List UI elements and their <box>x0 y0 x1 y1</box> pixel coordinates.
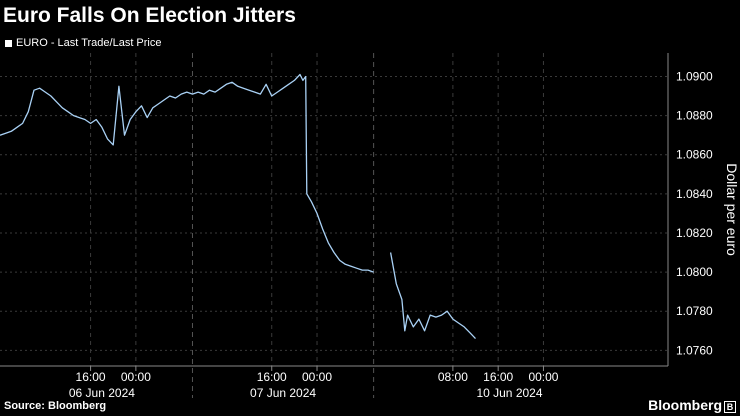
x-tick-label: 08:00 <box>438 370 468 384</box>
y-tick-label: 1.0860 <box>676 148 713 162</box>
series-line <box>389 252 476 340</box>
x-tick-label: 00:00 <box>121 370 151 384</box>
y-tick-label: 1.0760 <box>676 343 713 357</box>
y-tick-label: 1.0900 <box>676 69 713 83</box>
x-tick-label: 00:00 <box>302 370 332 384</box>
x-tick-label: 16:00 <box>76 370 106 384</box>
source-note: Source: Bloomberg <box>4 400 107 412</box>
y-axis-title: Dollar per euro <box>724 163 740 256</box>
brand-mark-icon: B <box>724 401 736 413</box>
y-tick-label: 1.0820 <box>676 226 713 240</box>
chart-title: Euro Falls On Election Jitters <box>3 4 296 27</box>
x-date-label: 10 Jun 2024 <box>476 386 542 400</box>
legend: EURO - Last Trade/Last Price <box>5 37 162 49</box>
y-tick-label: 1.0800 <box>676 265 713 279</box>
y-tick-label: 1.0840 <box>676 187 713 201</box>
brand-logo: Bloomberg <box>648 397 722 413</box>
legend-label: EURO - Last Trade/Last Price <box>16 37 162 49</box>
x-date-label: 06 Jun 2024 <box>69 386 135 400</box>
series-line <box>0 73 374 273</box>
y-tick-label: 1.0780 <box>676 304 713 318</box>
x-date-label: 07 Jun 2024 <box>250 386 316 400</box>
x-tick-label: 00:00 <box>528 370 558 384</box>
legend-swatch <box>5 39 12 47</box>
x-tick-label: 16:00 <box>483 370 513 384</box>
x-tick-label: 16:00 <box>257 370 287 384</box>
y-tick-label: 1.0880 <box>676 109 713 123</box>
